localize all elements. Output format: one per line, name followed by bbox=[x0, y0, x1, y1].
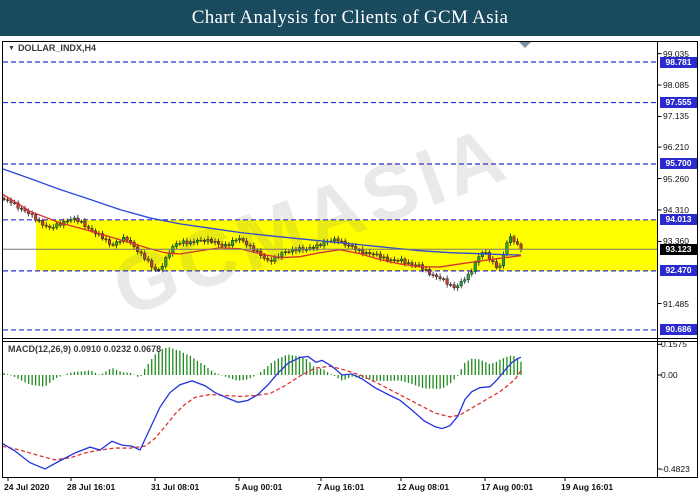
time-axis-label: 7 Aug 16:01 bbox=[317, 482, 365, 492]
level-price-badge: 94.013 bbox=[660, 214, 697, 226]
macd-indicator-label: MACD(12,26,9) 0.0910 0.0232 0.0678 bbox=[8, 344, 162, 354]
price-tick-label: 94.310 bbox=[663, 204, 689, 215]
macd-tick-label: 0.00 bbox=[661, 370, 678, 380]
price-tick-label: 99.035 bbox=[663, 48, 689, 59]
chevron-down-icon[interactable]: ▼ bbox=[8, 44, 15, 52]
time-axis-label: 12 Aug 08:01 bbox=[397, 482, 450, 492]
level-price-badge: 98.781 bbox=[660, 56, 697, 68]
level-price-badge: 95.700 bbox=[660, 158, 697, 170]
time-axis-label: 17 Aug 00:01 bbox=[481, 482, 534, 492]
time-axis-label: 28 Jul 16:01 bbox=[67, 482, 116, 492]
macd-main-line bbox=[1, 355, 522, 470]
price-tick-label: 95.260 bbox=[663, 173, 689, 184]
level-price-badge: 90.686 bbox=[660, 324, 697, 336]
time-axis-label: 19 Aug 16:01 bbox=[561, 482, 614, 492]
level-price-badge: 97.555 bbox=[660, 97, 697, 109]
axis-ticks bbox=[7, 53, 662, 481]
title-bar: Chart Analysis for Clients of GCM Asia bbox=[0, 0, 700, 36]
macd-tick-label: 0.1575 bbox=[661, 339, 687, 350]
time-axis-label: 24 Jul 2020 bbox=[4, 482, 50, 492]
level-price-badge: 92.470 bbox=[660, 265, 697, 277]
ma-blue-line bbox=[1, 168, 522, 256]
ma-red-line bbox=[1, 193, 522, 268]
symbol-label: ▼ DOLLAR_INDX,H4 bbox=[8, 43, 96, 53]
chart-frame bbox=[2, 41, 698, 478]
price-tick-label: 96.210 bbox=[663, 142, 689, 153]
macd-tick-label: -0.4823 bbox=[661, 464, 690, 474]
time-axis-label: 31 Jul 08:01 bbox=[151, 482, 200, 492]
price-tick-label: 98.085 bbox=[663, 80, 689, 91]
symbol-text: DOLLAR_INDX,H4 bbox=[17, 43, 96, 53]
scroll-position-triangle-icon bbox=[519, 42, 531, 48]
price-tick-label: 91.485 bbox=[663, 298, 689, 309]
time-axis-label: 5 Aug 00:01 bbox=[235, 482, 283, 492]
price-tick-label: 97.135 bbox=[663, 111, 689, 122]
macd-signal-line bbox=[1, 365, 522, 461]
current-price-badge: 93.123 bbox=[660, 243, 697, 255]
price-tick-label: 93.360 bbox=[663, 236, 689, 247]
page-title: Chart Analysis for Clients of GCM Asia bbox=[191, 7, 509, 28]
